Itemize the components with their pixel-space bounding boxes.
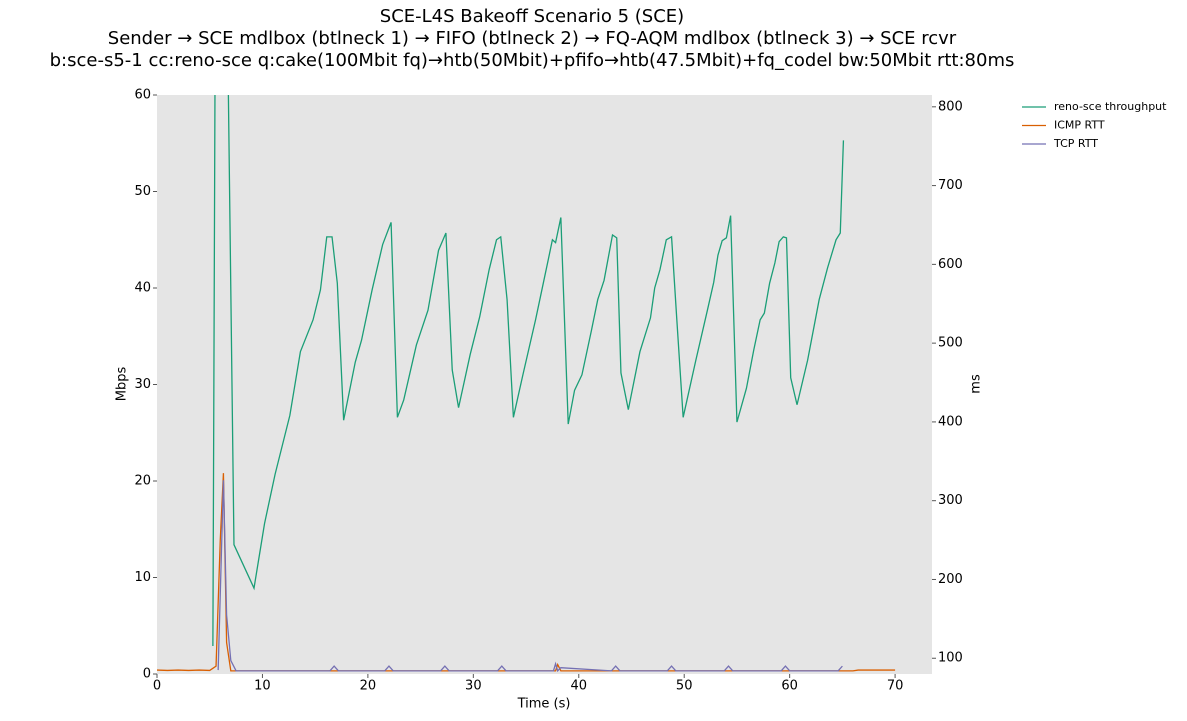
legend-label: reno-sce throughput	[1054, 100, 1167, 113]
chart-subtitle: b:sce-s5-1 cc:reno-sce q:cake(100Mbit fq…	[50, 50, 1015, 71]
y-tick-label: 30	[134, 377, 151, 392]
chart-subtitle: Sender → SCE mdlbox (btlneck 1) → FIFO (…	[108, 28, 957, 49]
x-tick-label: 60	[781, 679, 798, 694]
x-tick-label: 50	[676, 679, 693, 694]
y2-tick-label: 300	[938, 493, 963, 508]
legend-label: TCP RTT	[1053, 137, 1098, 150]
x-tick-label: 20	[360, 679, 377, 694]
x-tick-label: 70	[887, 679, 904, 694]
y-tick-label: 40	[134, 281, 151, 296]
y2-tick-label: 500	[938, 336, 963, 351]
series-line	[212, 95, 845, 647]
plot-area	[157, 95, 896, 673]
y2-tick-label: 200	[938, 572, 963, 587]
y2-axis-label: ms	[969, 374, 984, 394]
x-tick-label: 30	[465, 679, 482, 694]
y2-tick-label: 600	[938, 257, 963, 272]
chart-title: SCE-L4S Bakeoff Scenario 5 (SCE)	[380, 6, 684, 27]
y-tick-label: 20	[134, 474, 151, 489]
plot-background	[157, 95, 932, 674]
y2-tick-label: 400	[938, 414, 963, 429]
y-tick-label: 50	[134, 184, 151, 199]
y2-tick-label: 700	[938, 178, 963, 193]
x-tick-label: 40	[570, 679, 587, 694]
x-tick-label: 10	[254, 679, 271, 694]
series-line	[217, 480, 843, 673]
x-axis-label: Time (s)	[517, 697, 571, 712]
y2-tick-label: 100	[938, 651, 963, 666]
x-tick-label: 0	[153, 679, 161, 694]
y-tick-label: 10	[134, 570, 151, 585]
y-tick-label: 60	[134, 88, 151, 103]
y-axis-label: Mbps	[115, 367, 130, 402]
y2-tick-label: 800	[938, 99, 963, 114]
legend-label: ICMP RTT	[1054, 119, 1105, 132]
y-tick-label: 0	[143, 667, 151, 682]
